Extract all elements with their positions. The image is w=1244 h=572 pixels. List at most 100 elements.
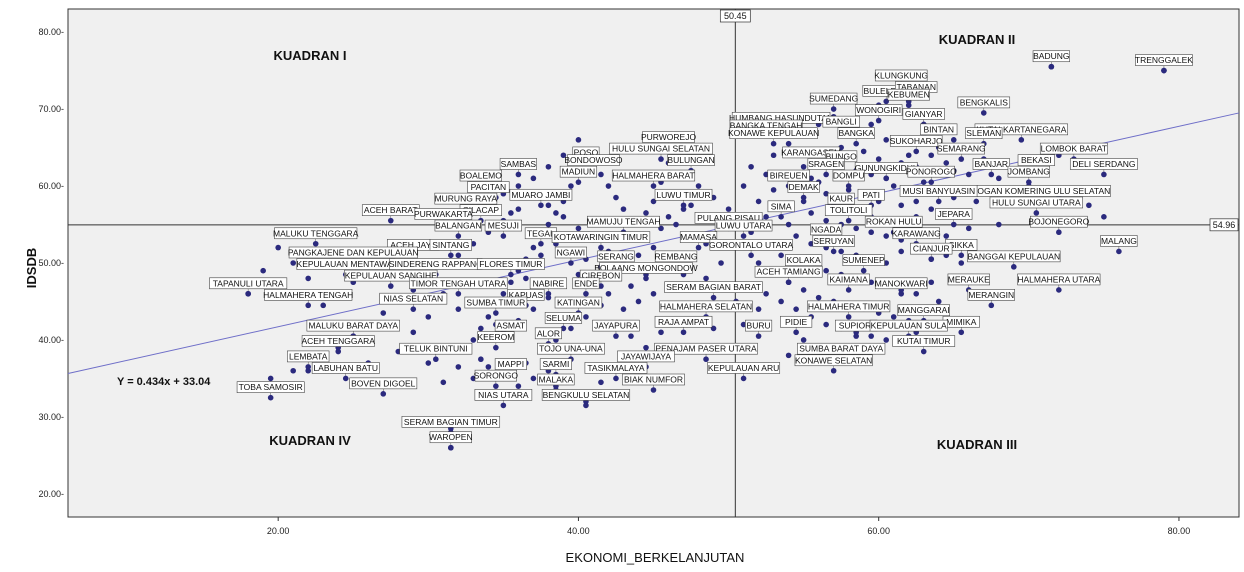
point-label-box — [1017, 273, 1101, 286]
point-label-box — [584, 362, 648, 374]
data-point — [778, 298, 784, 305]
point-label: BANJAR — [975, 159, 1009, 169]
data-point — [740, 375, 747, 382]
data-point — [635, 298, 642, 305]
data-point — [260, 267, 266, 274]
point-label: MALANG — [1101, 236, 1137, 246]
point-label-box — [642, 131, 695, 143]
data-point — [845, 217, 852, 224]
point-label: KEBUMEN — [888, 90, 930, 100]
point-label-box — [812, 235, 855, 247]
point-label-box — [399, 342, 473, 355]
data-point — [380, 310, 387, 316]
data-point — [598, 379, 604, 386]
quadrant-label: KUADRAN I — [274, 48, 347, 63]
data-point — [1018, 137, 1025, 143]
point-label-box — [667, 154, 715, 166]
data-point — [800, 337, 807, 343]
data-point — [613, 333, 619, 339]
data-point — [598, 244, 604, 251]
point-label-box — [972, 158, 1010, 170]
data-point — [560, 325, 567, 332]
data-point — [1026, 179, 1032, 185]
point-label-box — [1007, 165, 1050, 178]
data-point — [650, 290, 657, 297]
data-point — [553, 210, 559, 216]
point-label-box — [459, 169, 503, 182]
point-label: TABANAN — [896, 82, 936, 92]
point-label-box — [429, 431, 472, 444]
point-label-box — [745, 319, 773, 332]
point-label: BENGKULU SELATAN — [543, 390, 630, 400]
point-label: ASMAT — [497, 321, 526, 331]
point-label: DELI SERDANG — [1072, 159, 1135, 169]
point-label: BANGGAI KEPULAUAN — [968, 251, 1061, 261]
y-axis-title: IDSDB — [24, 248, 39, 288]
point-label-box — [434, 192, 498, 205]
data-point — [545, 294, 552, 301]
point-label-box — [311, 362, 380, 374]
data-point — [845, 187, 852, 193]
point-label: SUPIORI — [839, 321, 874, 331]
point-label: SIMA — [771, 201, 792, 211]
data-point — [905, 152, 912, 159]
point-label-box — [807, 300, 891, 313]
data-point — [425, 314, 432, 320]
data-point — [342, 375, 349, 382]
data-point — [620, 306, 627, 312]
point-label: SINTANG — [432, 240, 469, 250]
point-label-box — [476, 258, 545, 270]
point-label: CIREBON — [582, 271, 621, 281]
data-point — [515, 171, 522, 178]
y-tick-label: 20.00- — [38, 489, 64, 499]
point-label: MAMASA — [680, 232, 717, 242]
point-label: SRAGEN — [808, 159, 844, 169]
data-point — [245, 290, 251, 297]
data-point — [1086, 202, 1092, 209]
data-point — [605, 290, 612, 297]
point-label-box — [541, 389, 631, 401]
data-point — [958, 329, 965, 336]
point-label: GUNUNGKIDUL — [855, 163, 918, 173]
point-label-box — [1100, 235, 1138, 247]
data-point — [500, 290, 507, 297]
point-label: PURWAKARTA — [414, 209, 473, 219]
data-point — [267, 375, 274, 382]
data-point — [530, 306, 537, 312]
data-point — [845, 287, 852, 293]
data-point — [883, 233, 889, 239]
x-reference-box — [719, 9, 751, 23]
point-label: REMBANG — [655, 251, 698, 261]
point-label: KUTAI TIMUR — [897, 336, 951, 346]
point-label-box — [301, 335, 375, 347]
data-point — [928, 152, 935, 159]
point-label: KARANGASEM — [781, 147, 841, 157]
point-label-box — [1069, 158, 1138, 170]
point-label-box — [401, 416, 501, 428]
point-label: OGAN KOMERING ULU SELATAN — [977, 186, 1110, 196]
point-label-box — [544, 312, 583, 324]
point-label-box — [967, 250, 1061, 263]
data-point — [770, 152, 777, 159]
data-point — [680, 329, 687, 336]
point-label: HALMAHERA UTARA — [1017, 274, 1100, 284]
point-label: LOMBOK BARAT — [1041, 144, 1107, 154]
point-label: KEEROM — [477, 332, 514, 342]
data-point — [883, 137, 889, 143]
data-point — [815, 294, 822, 301]
point-label-box — [434, 219, 483, 232]
x-reference-label: 50.45 — [724, 11, 747, 21]
point-label-box — [1032, 50, 1070, 63]
data-point — [680, 206, 687, 212]
point-label: HALMAHERA BARAT — [612, 171, 695, 181]
data-point — [583, 290, 589, 297]
point-label: PIDIE — [785, 317, 808, 327]
data-point — [943, 233, 950, 239]
point-label: MALAKA — [539, 375, 574, 385]
data-point — [920, 348, 927, 355]
data-point — [560, 214, 567, 220]
data-point — [988, 171, 995, 178]
point-label-box — [827, 192, 855, 205]
data-point — [658, 156, 664, 162]
data-point — [410, 329, 417, 336]
